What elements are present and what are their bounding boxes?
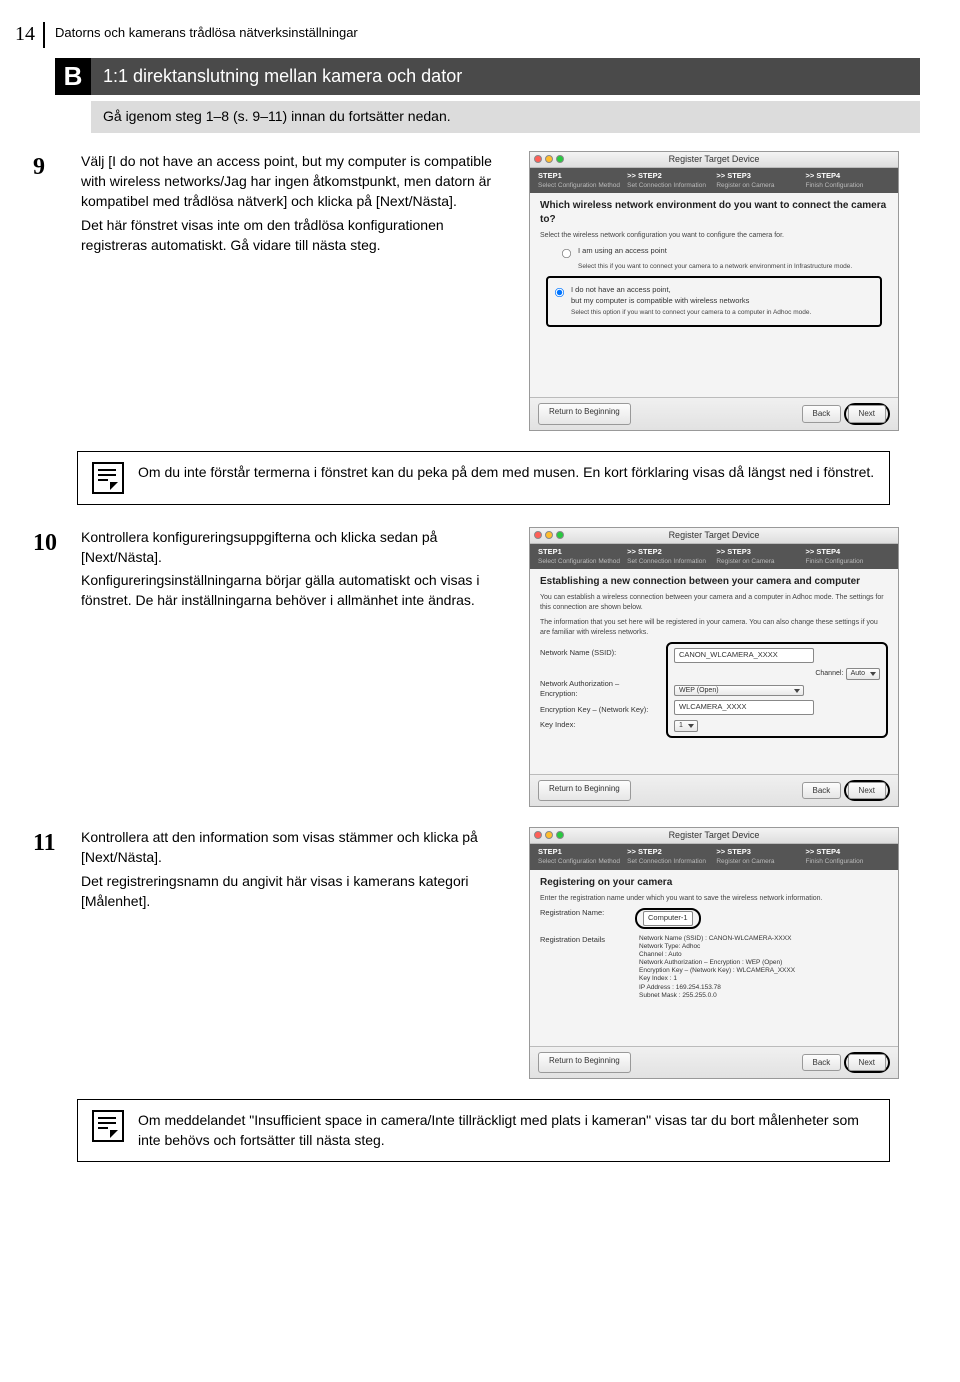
win2-footer: Return to Beginning Back Next <box>530 774 898 806</box>
step-10-text: Kontrollera konfigureringsuppgifterna oc… <box>81 527 511 807</box>
screenshot-1: Register Target Device STEP1Select Confi… <box>529 151 899 431</box>
step-9-p2: Det här fönstret visas inte om den trådl… <box>81 215 511 256</box>
win2-fields-highlight: CANON_WLCAMERA_XXXX Channel: Auto WEP (O… <box>666 642 888 737</box>
next-button[interactable]: Next <box>848 1054 886 1071</box>
win1-opt2a: I do not have an access point, <box>571 285 671 294</box>
step-9-number: 9 <box>33 151 63 431</box>
window-2: Register Target Device STEP1Select Confi… <box>529 527 899 807</box>
win3-heading: Registering on your camera <box>540 876 888 890</box>
page-number: 14 <box>15 20 35 48</box>
win1-opt1[interactable]: I am using an access point <box>560 246 888 260</box>
win1-stepbar: STEP1Select Configuration Method >> STEP… <box>530 168 898 194</box>
section-subtitle: Gå igenom steg 1–8 (s. 9–11) innan du fo… <box>91 101 920 133</box>
win1-highlight: I do not have an access point, but my co… <box>546 276 882 327</box>
win2-titlebar: Register Target Device <box>530 528 898 544</box>
back-button[interactable]: Back <box>802 405 842 422</box>
lbl-ssid: Network Name (SSID): <box>540 648 658 659</box>
note-2-text: Om meddelandet "Insufficient space in ca… <box>138 1110 875 1151</box>
registration-details: Network Name (SSID) : CANON-WLCAMERA-XXX… <box>639 935 888 1000</box>
win1-opt2b: but my computer is compatible with wirel… <box>571 296 749 305</box>
win1-opt2-sub: Select this option if you want to connec… <box>571 308 875 317</box>
win1-opt1-label: I am using an access point <box>578 246 667 257</box>
traffic-lights-icon <box>534 155 564 163</box>
header-divider <box>43 22 45 48</box>
step-9-p1: Välj [I do not have an access point, but… <box>81 151 511 212</box>
page-header: 14 Datorns och kamerans trådlösa nätverk… <box>15 20 920 48</box>
lbl-channel: Channel: <box>815 670 843 677</box>
win3-footer: Return to Beginning Back Next <box>530 1046 898 1078</box>
next-button[interactable]: Next <box>848 782 886 799</box>
win1-opt2[interactable]: I do not have an access point, but my co… <box>553 285 875 306</box>
lbl-auth: Network Authorization – Encryption: <box>540 679 658 700</box>
win2-sub2: The information that you set here will b… <box>540 618 888 638</box>
channel-select[interactable]: Auto <box>846 668 880 680</box>
step-10-number: 10 <box>33 527 63 807</box>
step-9-text: Välj [I do not have an access point, but… <box>81 151 511 431</box>
win1-footer: Return to Beginning Back Next <box>530 397 898 429</box>
win3-titlebar: Register Target Device <box>530 828 898 844</box>
note-icon <box>92 1110 124 1142</box>
win2-body: Establishing a new connection between yo… <box>530 569 898 774</box>
radio-access-point[interactable] <box>562 249 571 258</box>
next-highlight-3: Next <box>844 1052 890 1073</box>
radio-no-access-point[interactable] <box>555 288 564 297</box>
win1-title: Register Target Device <box>669 153 760 166</box>
return-button[interactable]: Return to Beginning <box>538 403 631 424</box>
section-title: 1:1 direktanslutning mellan kamera och d… <box>91 58 920 95</box>
win1-body: Which wireless network environment do yo… <box>530 193 898 397</box>
step-11-p1: Kontrollera att den information som visa… <box>81 827 511 868</box>
win2-sub1: You can establish a wireless connection … <box>540 593 888 613</box>
win3-sub: Enter the registration name under which … <box>540 894 888 904</box>
next-highlight-1: Next <box>844 403 890 424</box>
enckey-field[interactable]: WLCAMERA_XXXX <box>674 700 814 715</box>
win3-title: Register Target Device <box>669 829 760 842</box>
note-1-text: Om du inte förstår termerna i fönstret k… <box>138 462 874 482</box>
next-highlight-2: Next <box>844 780 890 801</box>
win1-heading: Which wireless network environment do yo… <box>540 199 888 227</box>
step-10: 10 Kontrollera konfigureringsuppgifterna… <box>33 527 920 807</box>
note-icon <box>92 462 124 494</box>
auth-select[interactable]: WEP (Open) <box>674 685 804 697</box>
section-label: B <box>55 58 91 95</box>
lbl-regname: Registration Name: <box>540 908 635 919</box>
traffic-lights-icon <box>534 531 564 539</box>
win2-heading: Establishing a new connection between yo… <box>540 575 888 589</box>
keyindex-select[interactable]: 1 <box>674 720 698 732</box>
win1-sub: Select the wireless network configuratio… <box>540 231 888 241</box>
step-11-number: 11 <box>33 827 63 1079</box>
return-button[interactable]: Return to Beginning <box>538 780 631 801</box>
step-10-p2: Konfigureringsinställningarna börjar gäl… <box>81 570 511 611</box>
return-button[interactable]: Return to Beginning <box>538 1052 631 1073</box>
win1-opt1-sub: Select this if you want to connect your … <box>578 262 888 271</box>
lbl-key: Encryption Key – (Network Key): <box>540 705 658 716</box>
win3-body: Registering on your camera Enter the reg… <box>530 870 898 1046</box>
window-3: Register Target Device STEP1Select Confi… <box>529 827 899 1079</box>
page-root: 14 Datorns och kamerans trådlösa nätverk… <box>0 0 960 1214</box>
header-title: Datorns och kamerans trådlösa nätverksin… <box>55 20 358 42</box>
regname-highlight: Computer-1 <box>635 908 701 929</box>
win3-stepbar: STEP1Select Configuration Method >> STEP… <box>530 844 898 870</box>
note-1: Om du inte förstår termerna i fönstret k… <box>77 451 890 505</box>
ssid-field[interactable]: CANON_WLCAMERA_XXXX <box>674 648 814 663</box>
note-2: Om meddelandet "Insufficient space in ca… <box>77 1099 890 1162</box>
step-11: 11 Kontrollera att den information som v… <box>33 827 920 1079</box>
win2-title: Register Target Device <box>669 529 760 542</box>
back-button[interactable]: Back <box>802 1054 842 1071</box>
step-11-p2: Det registreringsnamn du angivit här vis… <box>81 871 511 912</box>
traffic-lights-icon <box>534 831 564 839</box>
step-10-p1: Kontrollera konfigureringsuppgifterna oc… <box>81 527 511 568</box>
win1-titlebar: Register Target Device <box>530 152 898 168</box>
back-button[interactable]: Back <box>802 782 842 799</box>
lbl-index: Key Index: <box>540 720 658 731</box>
screenshot-3: Register Target Device STEP1Select Confi… <box>529 827 899 1079</box>
win2-stepbar: STEP1Select Configuration Method >> STEP… <box>530 544 898 570</box>
step-9: 9 Välj [I do not have an access point, b… <box>33 151 920 431</box>
step-11-text: Kontrollera att den information som visa… <box>81 827 511 1079</box>
next-button[interactable]: Next <box>848 405 886 422</box>
section-band: B 1:1 direktanslutning mellan kamera och… <box>55 58 920 95</box>
window-1: Register Target Device STEP1Select Confi… <box>529 151 899 431</box>
screenshot-2: Register Target Device STEP1Select Confi… <box>529 527 899 807</box>
lbl-regdet: Registration Details <box>540 935 635 946</box>
regname-field[interactable]: Computer-1 <box>643 911 693 926</box>
